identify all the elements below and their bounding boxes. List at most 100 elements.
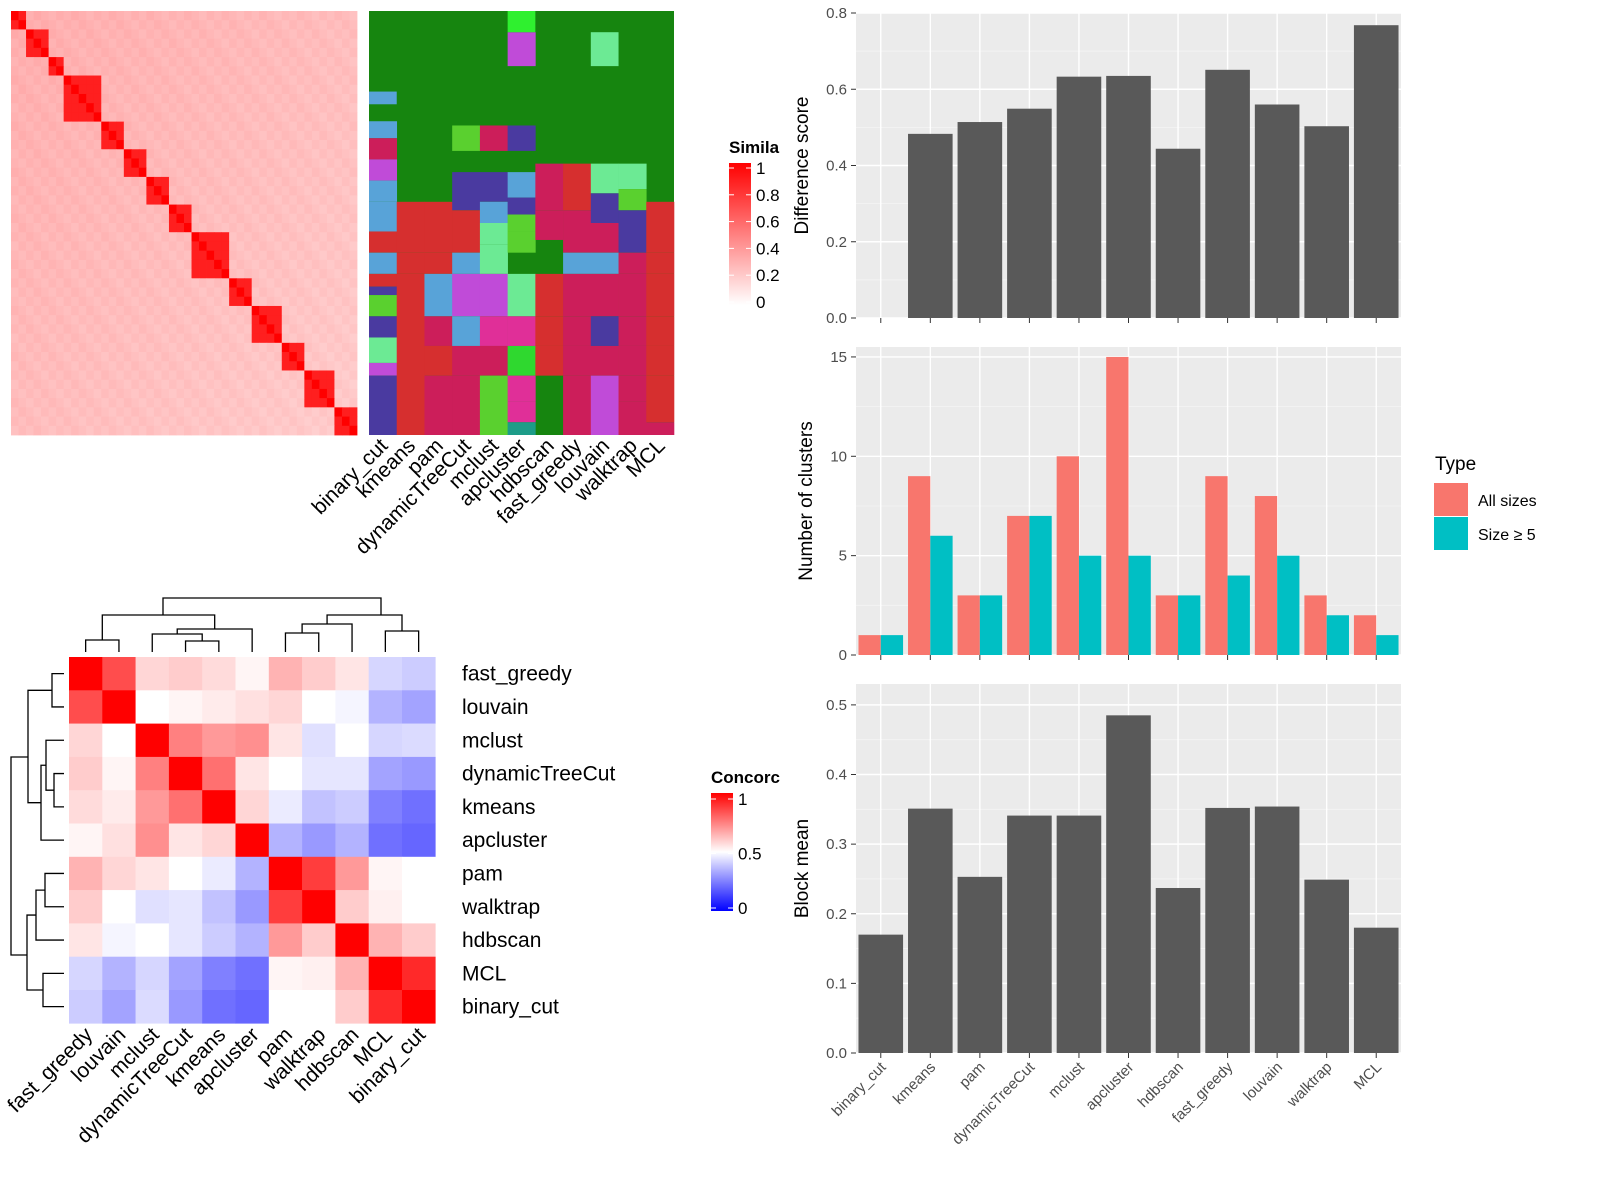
similarity-cell — [221, 278, 230, 288]
similarity-cell — [296, 130, 305, 141]
similarity-cell — [11, 425, 19, 436]
similarity-cell — [48, 38, 57, 49]
similarity-cell — [33, 66, 42, 76]
similarity-cell — [131, 324, 140, 335]
similarity-cell — [131, 416, 140, 427]
similarity-cell — [259, 75, 268, 86]
similarity-cell — [86, 11, 95, 21]
membership-cell — [590, 163, 619, 194]
similarity-cell — [86, 416, 95, 427]
similarity-cell — [41, 398, 50, 408]
similarity-cell — [341, 425, 350, 436]
similarity-cell — [281, 29, 290, 40]
concordance-cell — [102, 723, 136, 758]
similarity-cell — [146, 11, 155, 21]
concordance-cell — [368, 890, 403, 924]
similarity-cell — [33, 241, 42, 252]
similarity-cell — [341, 241, 350, 252]
similarity-cell — [78, 158, 87, 169]
similarity-cell — [341, 333, 350, 344]
similarity-cell — [191, 425, 200, 436]
concordance-cell — [235, 890, 270, 924]
similarity-cell — [123, 38, 132, 49]
similarity-cell — [153, 259, 162, 270]
membership-cell — [479, 244, 508, 274]
similarity-cell — [78, 425, 87, 436]
similarity-cell — [334, 305, 343, 316]
similarity-cell — [86, 66, 95, 76]
similarity-cell — [131, 29, 140, 40]
membership-cell — [535, 223, 564, 240]
similarity-cell — [274, 287, 283, 298]
similarity-cell — [116, 38, 125, 49]
similarity-cell — [199, 324, 207, 335]
similarity-cell — [326, 47, 335, 58]
similarity-cell — [311, 195, 320, 205]
similarity-cell — [274, 213, 283, 224]
similarity-cell — [259, 333, 268, 344]
similarity-cell — [244, 186, 253, 196]
similarity-cell — [41, 296, 50, 307]
similarity-cell — [319, 112, 328, 123]
similarity-cell — [206, 121, 215, 132]
similarity-cell — [296, 47, 305, 58]
concordance-row-label: dynamicTreeCut — [462, 763, 615, 786]
similarity-cell — [33, 296, 42, 307]
membership-cell — [646, 422, 675, 435]
x-category-label: louvain — [1240, 1059, 1286, 1105]
similarity-cell — [56, 379, 65, 390]
similarity-cell — [161, 259, 170, 270]
similarity-cell — [236, 140, 245, 150]
similarity-cell — [191, 232, 200, 242]
similarity-cell — [176, 370, 185, 381]
similarity-cell — [86, 352, 95, 362]
similarity-cell — [214, 176, 223, 187]
similarity-cell — [41, 213, 50, 224]
similarity-cell — [214, 379, 223, 390]
similarity-cell — [176, 407, 185, 417]
similarity-cell — [251, 57, 260, 67]
similarity-cell — [341, 370, 350, 381]
similarity-cell — [296, 213, 305, 224]
similarity-cell — [161, 398, 170, 408]
membership-cell — [590, 223, 619, 253]
concordance-cell — [335, 923, 369, 957]
similarity-cell — [168, 11, 177, 21]
similarity-cell — [131, 176, 140, 187]
similarity-cell — [266, 416, 275, 427]
similarity-cell — [274, 103, 283, 113]
similarity-cell — [274, 93, 283, 104]
similarity-cell — [93, 140, 102, 150]
similarity-cell — [101, 158, 110, 169]
similarity-cell — [11, 342, 19, 353]
similarity-cell — [168, 379, 177, 390]
similarity-cell — [168, 75, 177, 86]
similarity-cell — [236, 223, 245, 233]
concordance-cell — [202, 923, 236, 957]
concordance-cell — [268, 790, 303, 824]
similarity-cell — [304, 149, 313, 159]
similarity-cell — [146, 352, 155, 362]
similarity-cell — [78, 103, 87, 113]
similarity-cell — [11, 379, 19, 390]
bar — [1056, 456, 1079, 655]
membership-cell — [369, 362, 398, 376]
similarity-cell — [341, 140, 350, 150]
similarity-cell — [296, 333, 305, 344]
similarity-cell — [63, 140, 72, 150]
similarity-cell — [184, 103, 192, 113]
similarity-cell — [274, 315, 283, 325]
similarity-cell — [259, 130, 268, 141]
similarity-cell — [304, 305, 313, 316]
similarity-cell — [86, 213, 95, 224]
similarity-cell — [33, 287, 42, 298]
membership-cell — [424, 273, 453, 317]
similarity-cell — [56, 84, 65, 95]
similarity-cell — [108, 278, 117, 288]
similarity-cell — [78, 342, 87, 353]
similarity-cell — [341, 379, 350, 390]
concordance-column-labels: fast_greedylouvainmclustdynamicTreeCutkm… — [3, 1023, 430, 1148]
similarity-cell — [229, 47, 238, 58]
similarity-cell — [244, 149, 253, 159]
